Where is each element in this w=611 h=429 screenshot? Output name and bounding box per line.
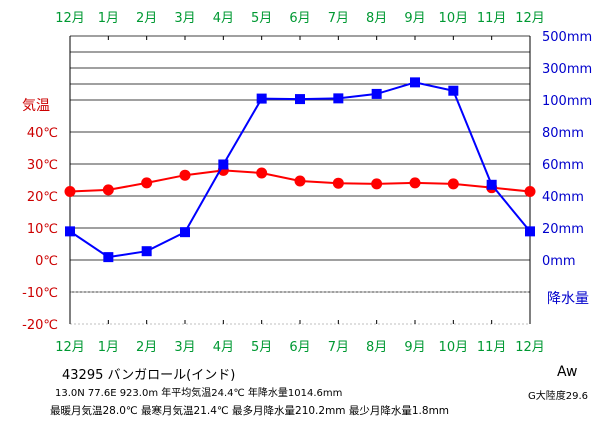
month-label-bottom: 4月 [213,340,234,355]
temperature-point [256,167,268,179]
temperature-point [64,186,76,198]
precipitation-tick-label: 500mm [542,30,592,45]
temperature-point [371,178,383,190]
precipitation-tick-label: 40mm [542,190,584,205]
month-label-top: 1月 [98,11,119,26]
temperature-point [102,184,114,196]
temperature-point [524,186,536,198]
temperature-tick-label: 20℃ [27,190,58,205]
precipitation-tick-labels: 500mm 300mm 100mm 80mm 60mm 40mm 20mm 0mm [542,30,592,269]
grid-lines [70,35,530,325]
month-label-bottom: 5月 [251,340,272,355]
precipitation-point [448,85,459,96]
precipitation-series [65,77,535,263]
precipitation-tick-label: 300mm [542,62,592,77]
temperature-tick-label: -20℃ [22,318,58,333]
station-title: 43295 バンガロール(インド) [62,368,236,383]
month-label-bottom: 8月 [366,340,387,355]
axis-lines [69,36,531,324]
temperature-point [409,177,421,189]
month-label-bottom: 7月 [328,340,349,355]
month-label-bottom: 6月 [289,340,310,355]
temperature-tick-labels: 40℃ 30℃ 20℃ 10℃ 0℃ -10℃ -20℃ [22,126,58,333]
precipitation-point [295,94,305,105]
month-label-bottom: 11月 [477,340,507,355]
month-labels-bottom: 12月 1月 2月 3月 4月 5月 6月 7月 8月 9月 10月 11月 12月 [55,340,545,355]
precipitation-tick-label: 100mm [542,94,592,109]
month-label-bottom: 1月 [98,340,119,355]
temperature-tick-label: 10℃ [27,222,58,237]
precipitation-point [486,179,497,190]
precipitation-tick-label: 60mm [542,158,584,173]
temperature-tick-label: 30℃ [27,158,58,173]
station-info-line2: 最暖月気温28.0℃ 最寒月気温21.4℃ 最多月降水量210.2mm 最少月降… [50,405,450,417]
precipitation-point [218,159,229,170]
month-label-top: 5月 [251,11,272,26]
month-labels-top: 12月 1月 2月 3月 4月 5月 6月 7月 8月 9月 10月 11月 12月 [55,11,545,26]
temperature-tick-label: -10℃ [22,286,58,301]
temperature-point [447,178,459,190]
precipitation-point [333,93,344,104]
temperature-series [64,164,536,198]
month-label-top: 12月 [55,11,85,26]
precipitation-point [410,77,420,88]
precipitation-line [69,81,531,259]
temperature-tick-label: 0℃ [35,254,58,269]
precipitation-tick-label: 0mm [542,254,576,269]
precipitation-point [180,227,190,238]
climate-class: Aw [557,364,578,380]
month-label-top: 8月 [366,11,387,26]
temperature-tick-label: 40℃ [27,126,58,141]
month-label-bottom: 2月 [136,340,157,355]
month-label-top: 9月 [404,11,425,26]
month-label-top: 10月 [439,11,469,26]
month-label-top: 2月 [136,11,157,26]
month-label-bottom: 3月 [174,340,195,355]
precipitation-point [141,246,152,257]
month-label-top: 12月 [515,11,545,26]
month-label-top: 7月 [328,11,349,26]
precipitation-tick-label: 20mm [542,222,584,237]
precipitation-tick-label: 80mm [542,126,584,141]
temperature-point [294,175,306,187]
continentality-index: G大陸度29.6 [528,391,589,402]
precipitation-point [525,226,535,237]
precipitation-point [256,93,267,104]
precipitation-point [65,226,75,237]
month-label-top: 3月 [174,11,195,26]
month-label-bottom: 12月 [55,340,85,355]
month-label-top: 11月 [477,11,507,26]
month-label-top: 6月 [289,11,310,26]
month-label-top: 4月 [213,11,234,26]
month-label-bottom: 12月 [515,340,545,355]
temperature-point [332,177,344,189]
month-label-bottom: 10月 [439,340,469,355]
temperature-axis-label: 気温 [22,98,50,114]
month-label-bottom: 9月 [404,340,425,355]
precipitation-point [103,252,114,263]
precipitation-point [371,88,382,99]
station-info-line1: 13.0N 77.6E 923.0m 年平均気温24.4℃ 年降水量1014.6… [55,388,343,399]
temperature-point [179,169,191,181]
temperature-point [141,177,153,189]
precipitation-axis-label: 降水量 [547,291,589,307]
